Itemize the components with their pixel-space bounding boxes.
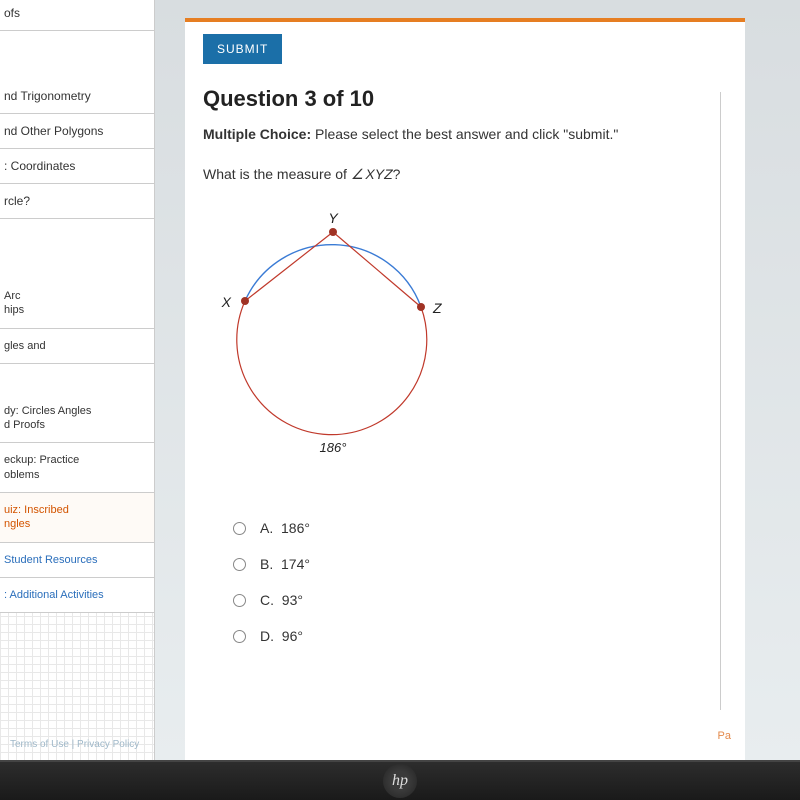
- sidebar-item-additional[interactable]: : Additional Activities: [0, 578, 154, 613]
- sidebar: ofs nd Trigonometry nd Other Polygons : …: [0, 0, 155, 760]
- label-x: X: [221, 294, 232, 310]
- choice-b[interactable]: B. 174°: [233, 546, 727, 582]
- label-z: Z: [432, 300, 442, 316]
- sidebar-list: ofs nd Trigonometry nd Other Polygons : …: [0, 0, 154, 613]
- label-y: Y: [328, 210, 339, 226]
- screen: ofs nd Trigonometry nd Other Polygons : …: [0, 0, 800, 760]
- arc-minor: [245, 245, 421, 307]
- question-type-label: Multiple Choice:: [203, 126, 311, 142]
- page-indicator: Pa: [718, 730, 731, 742]
- choice-text: 186°: [281, 520, 310, 536]
- radio-icon: [233, 630, 246, 643]
- vertical-divider: [720, 92, 721, 710]
- laptop-bezel: hp: [0, 760, 800, 800]
- choice-key: A: [260, 520, 269, 536]
- sidebar-item-quiz[interactable]: uiz: Inscribed ngles: [0, 493, 154, 543]
- point-y: [329, 228, 337, 236]
- chord-yz: [333, 232, 421, 307]
- choice-text: 96°: [282, 628, 303, 644]
- choice-text: 174°: [281, 556, 310, 572]
- question-number: Question 3 of 10: [203, 86, 727, 112]
- arc-major: [237, 301, 427, 435]
- radio-icon: [233, 594, 246, 607]
- prompt-suffix: ?: [393, 166, 401, 182]
- choice-key: B: [260, 556, 269, 572]
- choice-c[interactable]: C. 93°: [233, 582, 727, 618]
- question-instruction-text: Please select the best answer and click …: [311, 126, 618, 142]
- point-x: [241, 297, 249, 305]
- radio-icon: [233, 522, 246, 535]
- point-z: [417, 303, 425, 311]
- sidebar-item-resources[interactable]: Student Resources: [0, 543, 154, 578]
- label-arc: 186°: [320, 440, 347, 455]
- submit-button[interactable]: SUBMIT: [203, 34, 282, 64]
- choice-text: 93°: [282, 592, 303, 608]
- radio-icon: [233, 558, 246, 571]
- question-instruction: Multiple Choice: Please select the best …: [203, 126, 727, 142]
- main-area: SUBMIT Question 3 of 10 Multiple Choice:…: [155, 0, 800, 760]
- choice-key: C: [260, 592, 270, 608]
- choice-a[interactable]: A. 186°: [233, 510, 727, 546]
- choice-key: D: [260, 628, 270, 644]
- footer-links[interactable]: Terms of Use | Privacy Policy: [10, 739, 139, 750]
- sidebar-item-checkup[interactable]: eckup: Practice oblems: [0, 443, 154, 493]
- question-panel: SUBMIT Question 3 of 10 Multiple Choice:…: [185, 18, 745, 760]
- sidebar-item-polygons[interactable]: nd Other Polygons: [0, 114, 154, 149]
- diagram-svg: Y X Z 186°: [203, 197, 483, 487]
- sidebar-item-study[interactable]: dy: Circles Angles d Proofs: [0, 394, 154, 444]
- circle-diagram: Y X Z 186°: [203, 197, 727, 492]
- answer-choices: A. 186° B. 174° C. 93° D. 96°: [203, 510, 727, 654]
- prompt-prefix: What is the measure of: [203, 166, 351, 182]
- chord-xy: [245, 232, 333, 301]
- sidebar-item-coordinates[interactable]: : Coordinates: [0, 149, 154, 184]
- sidebar-item-arc[interactable]: Arc hips: [0, 279, 154, 329]
- sidebar-item-trigonometry[interactable]: nd Trigonometry: [0, 79, 154, 114]
- question-prompt: What is the measure of XYZ?: [203, 166, 727, 183]
- sidebar-item-proofs[interactable]: ofs: [0, 0, 154, 31]
- choice-d[interactable]: D. 96°: [233, 618, 727, 654]
- sidebar-item-circle[interactable]: rcle?: [0, 184, 154, 219]
- sidebar-item-angles[interactable]: gles and: [0, 329, 154, 364]
- angle-label: XYZ: [351, 166, 393, 182]
- hp-logo: hp: [383, 764, 417, 798]
